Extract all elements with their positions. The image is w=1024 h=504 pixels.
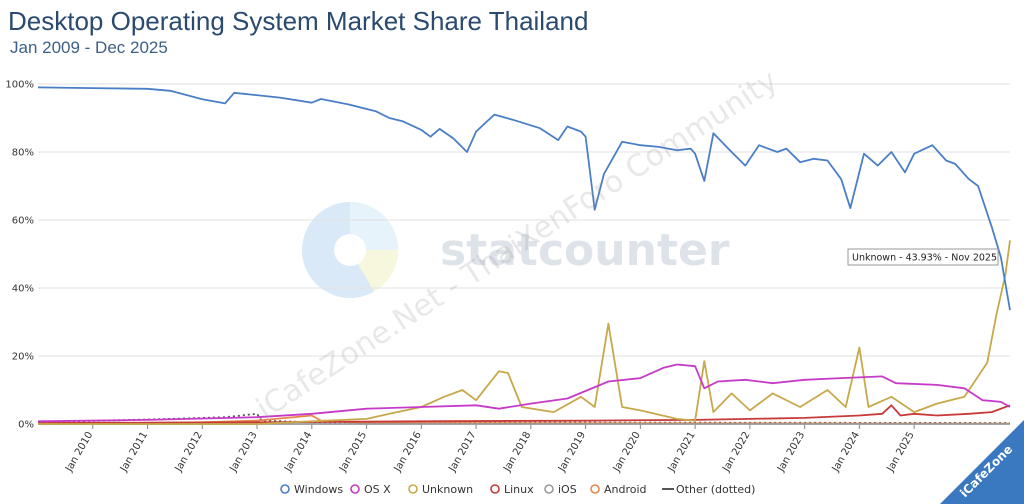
statcounter-logo-hole [334, 234, 366, 266]
x-tick-label: Jan 2022 [720, 430, 752, 475]
x-tick-label: Jan 2010 [63, 430, 95, 475]
x-tick-label: Jan 2025 [885, 430, 917, 475]
corner-badge-shape [940, 420, 1024, 504]
statcounter-logo-ring [302, 202, 398, 298]
x-tick-label: Jan 2023 [775, 430, 807, 475]
x-tick-label: Jan 2020 [611, 430, 643, 475]
series-line-windows [37, 86, 1011, 311]
legend-item-unknown[interactable]: Unknown [408, 483, 473, 496]
tooltip-box [847, 248, 999, 266]
legend-label: Windows [294, 483, 343, 496]
legend-marker [408, 484, 418, 494]
x-tick-label: Jan 2011 [118, 430, 150, 475]
legend-label: Unknown [422, 483, 473, 496]
x-tick-label: Jan 2021 [666, 430, 698, 475]
legend-item-linux[interactable]: Linux [490, 483, 534, 496]
chart-title: Desktop Operating System Market Share Th… [8, 6, 589, 36]
x-tick-label: Jan 2019 [556, 430, 588, 475]
y-tick-label: 40% [12, 284, 34, 295]
y-tick-label: 60% [12, 216, 34, 227]
statcounter-logo-slice [350, 202, 398, 250]
legend-marker [490, 484, 500, 494]
legend-marker [280, 484, 290, 494]
legend-marker [350, 484, 360, 494]
x-tick-label: Jan 2024 [830, 430, 862, 475]
y-tick-label: 80% [12, 148, 34, 159]
x-tick-label: Jan 2016 [392, 430, 424, 475]
legend-label: Android [604, 483, 647, 496]
legend-item-android[interactable]: Android [590, 483, 647, 496]
x-tick-label: Jan 2013 [228, 430, 260, 475]
y-tick-label: 20% [12, 352, 34, 363]
series-line-linux [37, 404, 1011, 424]
legend-label: OS X [364, 483, 391, 496]
statcounter-watermark: statcounter [440, 225, 730, 276]
statcounter-logo-slice [350, 250, 398, 292]
tooltip-text: Unknown - 43.93% - Nov 2025 [852, 253, 997, 264]
y-tick-label: 0% [18, 420, 34, 431]
legend-label: Other (dotted) [676, 483, 755, 496]
x-tick-label: Jan 2012 [173, 430, 205, 475]
legend-item-ios[interactable]: iOS [544, 483, 577, 496]
x-tick-label: Jan 2017 [447, 430, 479, 475]
legend-item-other-dotted[interactable]: Other (dotted) [662, 483, 755, 496]
chart-subtitle: Jan 2009 - Dec 2025 [10, 38, 168, 57]
corner-badge: iCafeZone [940, 420, 1024, 504]
y-tick-label: 100% [5, 80, 34, 91]
legend-marker [544, 484, 554, 494]
x-tick-label: Jan 2018 [501, 430, 533, 475]
legend-item-windows[interactable]: Windows [280, 483, 343, 496]
series-line-os-x [37, 363, 1011, 423]
statcounter-logo-icon [302, 202, 398, 298]
x-tick-label: Jan 2014 [282, 430, 314, 475]
x-tick-label: Jan 2015 [337, 430, 369, 475]
series-line-unknown [38, 240, 1011, 425]
legend-marker [590, 484, 600, 494]
legend-item-os-x[interactable]: OS X [350, 483, 391, 496]
legend-label: iOS [558, 483, 577, 496]
legend-label: Linux [504, 483, 534, 496]
